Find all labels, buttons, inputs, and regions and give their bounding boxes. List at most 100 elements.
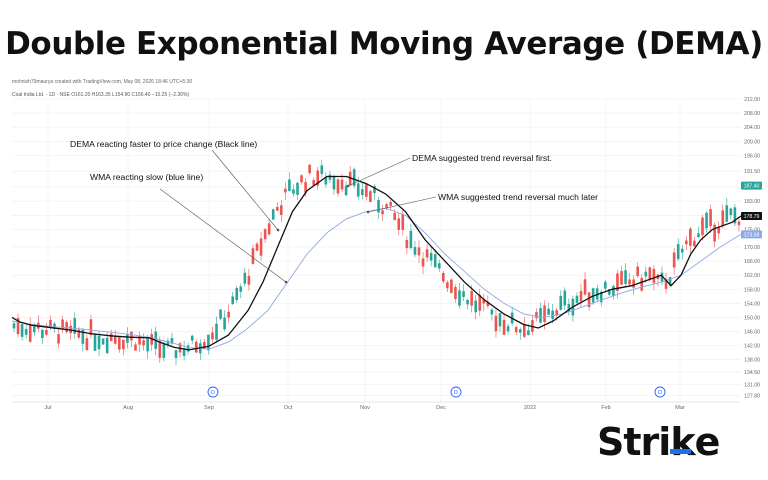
- candle-body: [482, 298, 486, 304]
- candle-body: [316, 170, 320, 186]
- candle-body: [539, 307, 542, 323]
- candle-body: [397, 218, 401, 230]
- x-tick-label: Dec: [436, 405, 446, 411]
- candle-body: [676, 244, 680, 260]
- candle-body: [186, 345, 190, 352]
- candlesticks: [12, 159, 741, 366]
- candle-body: [215, 323, 218, 340]
- candle-body: [231, 296, 234, 304]
- annotation-text: WMA suggested trend reversal much later: [438, 192, 598, 202]
- annotation-arrow: [367, 196, 437, 213]
- x-tick-label: Aug: [123, 405, 133, 411]
- candle-body: [709, 209, 712, 227]
- candle-body: [352, 169, 356, 186]
- candle-body: [158, 340, 162, 358]
- candle-body: [417, 247, 421, 256]
- candle-body: [263, 229, 267, 240]
- candle-body: [437, 263, 441, 269]
- candle-body: [454, 287, 457, 299]
- dividend-marker: [654, 386, 666, 398]
- candle-body: [203, 341, 206, 349]
- candle-body: [373, 186, 376, 194]
- candle-body: [77, 329, 81, 338]
- candle-body: [85, 338, 89, 351]
- candle-body: [433, 254, 437, 268]
- y-axis: 127.80 131.00 134.50 138.00 142.00 146.00 150.…: [741, 97, 762, 400]
- candle-body: [320, 165, 324, 174]
- candle-body: [166, 340, 170, 345]
- y-tick-label: 170.00: [744, 245, 760, 251]
- candle-body: [563, 290, 567, 306]
- candle-body: [134, 344, 137, 351]
- candle-body: [61, 319, 64, 330]
- candle-body: [365, 184, 368, 197]
- dividend-marker-label: D: [658, 390, 662, 396]
- candle-body: [648, 267, 652, 280]
- candle-body: [506, 326, 510, 332]
- candle-body: [535, 312, 538, 319]
- last-price-badge: [741, 181, 762, 190]
- candle-body: [251, 248, 255, 264]
- candle-body: [636, 266, 639, 276]
- candle-body: [421, 258, 425, 267]
- dividend-marker-label: D: [211, 390, 215, 396]
- candle-body: [312, 180, 315, 186]
- y-tick-label: 146.00: [744, 330, 760, 336]
- y-tick-label: 183.00: [744, 199, 760, 205]
- candle-body: [162, 343, 166, 359]
- candle-body: [101, 338, 105, 345]
- candle-body: [705, 212, 708, 229]
- y-tick-label: 196.00: [744, 153, 760, 159]
- candle-body: [356, 183, 360, 197]
- logo-text-stri: Stri: [597, 420, 671, 464]
- x-tick-label: Nov: [360, 405, 370, 411]
- annotation-arrow-head: [284, 280, 288, 284]
- candle-body: [16, 318, 20, 335]
- annotation-text: DEMA reacting faster to price change (Bl…: [70, 139, 257, 149]
- candle-body: [644, 271, 648, 277]
- y-tick-label: 175.00: [744, 227, 760, 233]
- candle-body: [527, 330, 530, 336]
- candle-body: [608, 289, 611, 295]
- candle-body: [105, 337, 109, 354]
- last-price-label: 187.40: [744, 184, 760, 190]
- last-price-badge: [741, 212, 762, 221]
- candle-body: [591, 288, 595, 303]
- candle-body: [689, 228, 692, 246]
- candle-body: [308, 164, 311, 174]
- candle-body: [89, 319, 93, 336]
- x-tick-label: Oct: [284, 405, 293, 411]
- candle-body: [486, 301, 490, 307]
- candle-body: [458, 290, 461, 306]
- y-tick-label: 158.00: [744, 287, 760, 293]
- y-tick-label: 166.00: [744, 259, 760, 265]
- candle-body: [632, 279, 635, 288]
- candle-body: [49, 320, 52, 327]
- x-tick-label: Mar: [675, 405, 685, 411]
- candle-body: [401, 213, 405, 230]
- candle-body: [219, 309, 222, 319]
- candle-body: [255, 243, 259, 251]
- y-tick-label: 200.00: [744, 139, 760, 145]
- candle-body: [174, 350, 178, 359]
- y-tick-label: 208.00: [744, 111, 760, 117]
- candle-body: [725, 205, 729, 222]
- candle-body: [304, 182, 307, 193]
- x-tick-label: Feb: [601, 405, 610, 411]
- strike-logo: Strik e: [597, 420, 720, 464]
- candle-body: [604, 281, 607, 289]
- candle-body: [344, 185, 348, 196]
- candle-body: [640, 277, 644, 291]
- y-tick-label: 134.50: [744, 370, 760, 376]
- last-price-label: 178.79: [744, 214, 760, 220]
- candle-body: [65, 322, 68, 332]
- candle-body: [518, 329, 522, 333]
- candle-body: [490, 309, 494, 315]
- candle-body: [729, 208, 733, 216]
- candle-body: [28, 325, 32, 342]
- candle-body: [126, 334, 129, 343]
- annotation-text: DEMA suggested trend reversal first.: [412, 153, 552, 163]
- candle-body: [498, 313, 502, 327]
- candle-body: [348, 171, 352, 186]
- candle-body: [190, 335, 194, 341]
